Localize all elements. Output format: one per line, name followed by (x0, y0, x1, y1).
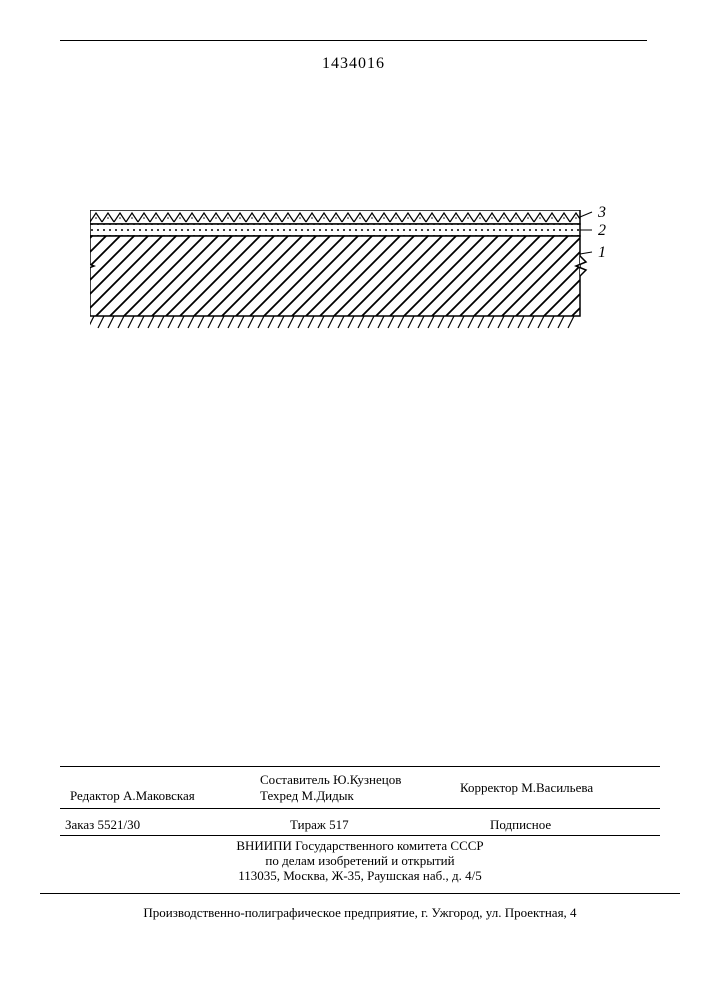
vniipi-line-3: 113035, Москва, Ж-35, Раушская наб., д. … (60, 868, 660, 884)
layer-label-3: 3 (598, 204, 606, 222)
tehred: Техред М.Дидык (260, 788, 354, 804)
vniipi-line-1: ВНИИПИ Государственного комитета СССР (60, 838, 660, 854)
cross-section-diagram: 3 2 1 (90, 210, 620, 355)
layer-label-2: 2 (598, 222, 606, 240)
page-border (60, 40, 647, 941)
podpisnoe: Подписное (490, 817, 551, 833)
zakaz: Заказ 5521/30 (65, 817, 140, 833)
vniipi-line-2: по делам изобретений и открытий (60, 853, 660, 869)
tirazh: Тираж 517 (290, 817, 349, 833)
production-line: Производственно-полиграфическое предприя… (40, 905, 680, 921)
layer-label-1: 1 (598, 244, 606, 262)
sostavitel: Составитель Ю.Кузнецов (260, 772, 401, 788)
editor: Редактор А.Маковская (70, 788, 195, 804)
korrektor: Корректор М.Васильева (460, 780, 593, 796)
patent-number: 1434016 (0, 55, 707, 73)
